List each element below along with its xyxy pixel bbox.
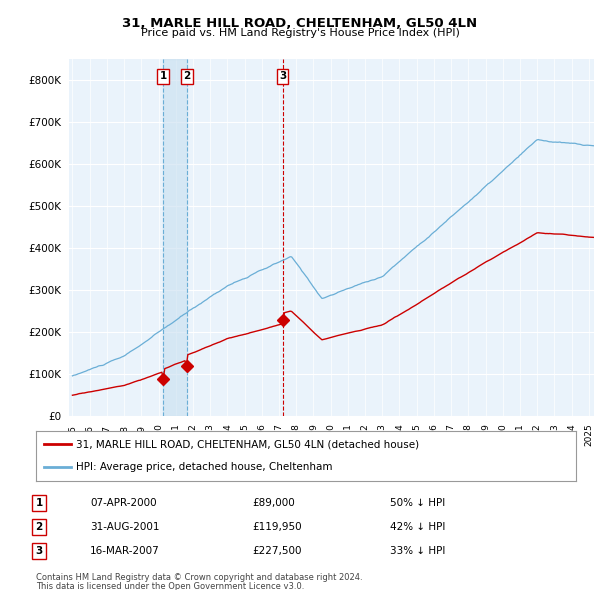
- Text: £119,950: £119,950: [252, 522, 302, 532]
- Text: This data is licensed under the Open Government Licence v3.0.: This data is licensed under the Open Gov…: [36, 582, 304, 590]
- Text: 3: 3: [35, 546, 43, 556]
- Text: 1: 1: [35, 498, 43, 507]
- Text: 3: 3: [279, 71, 286, 81]
- Text: 2: 2: [184, 71, 191, 81]
- Text: 31, MARLE HILL ROAD, CHELTENHAM, GL50 4LN (detached house): 31, MARLE HILL ROAD, CHELTENHAM, GL50 4L…: [77, 439, 419, 449]
- Text: HPI: Average price, detached house, Cheltenham: HPI: Average price, detached house, Chel…: [77, 463, 333, 473]
- Text: 16-MAR-2007: 16-MAR-2007: [90, 546, 160, 556]
- Text: £227,500: £227,500: [252, 546, 302, 556]
- Text: 2: 2: [35, 522, 43, 532]
- Text: 33% ↓ HPI: 33% ↓ HPI: [390, 546, 445, 556]
- Text: 42% ↓ HPI: 42% ↓ HPI: [390, 522, 445, 532]
- Text: Contains HM Land Registry data © Crown copyright and database right 2024.: Contains HM Land Registry data © Crown c…: [36, 573, 362, 582]
- Bar: [163, 59, 187, 416]
- Text: Price paid vs. HM Land Registry's House Price Index (HPI): Price paid vs. HM Land Registry's House …: [140, 28, 460, 38]
- Text: 31, MARLE HILL ROAD, CHELTENHAM, GL50 4LN: 31, MARLE HILL ROAD, CHELTENHAM, GL50 4L…: [122, 17, 478, 30]
- Text: 31-AUG-2001: 31-AUG-2001: [90, 522, 160, 532]
- Text: 50% ↓ HPI: 50% ↓ HPI: [390, 498, 445, 507]
- Text: 1: 1: [160, 71, 167, 81]
- Text: £89,000: £89,000: [252, 498, 295, 507]
- Text: 07-APR-2000: 07-APR-2000: [90, 498, 157, 507]
